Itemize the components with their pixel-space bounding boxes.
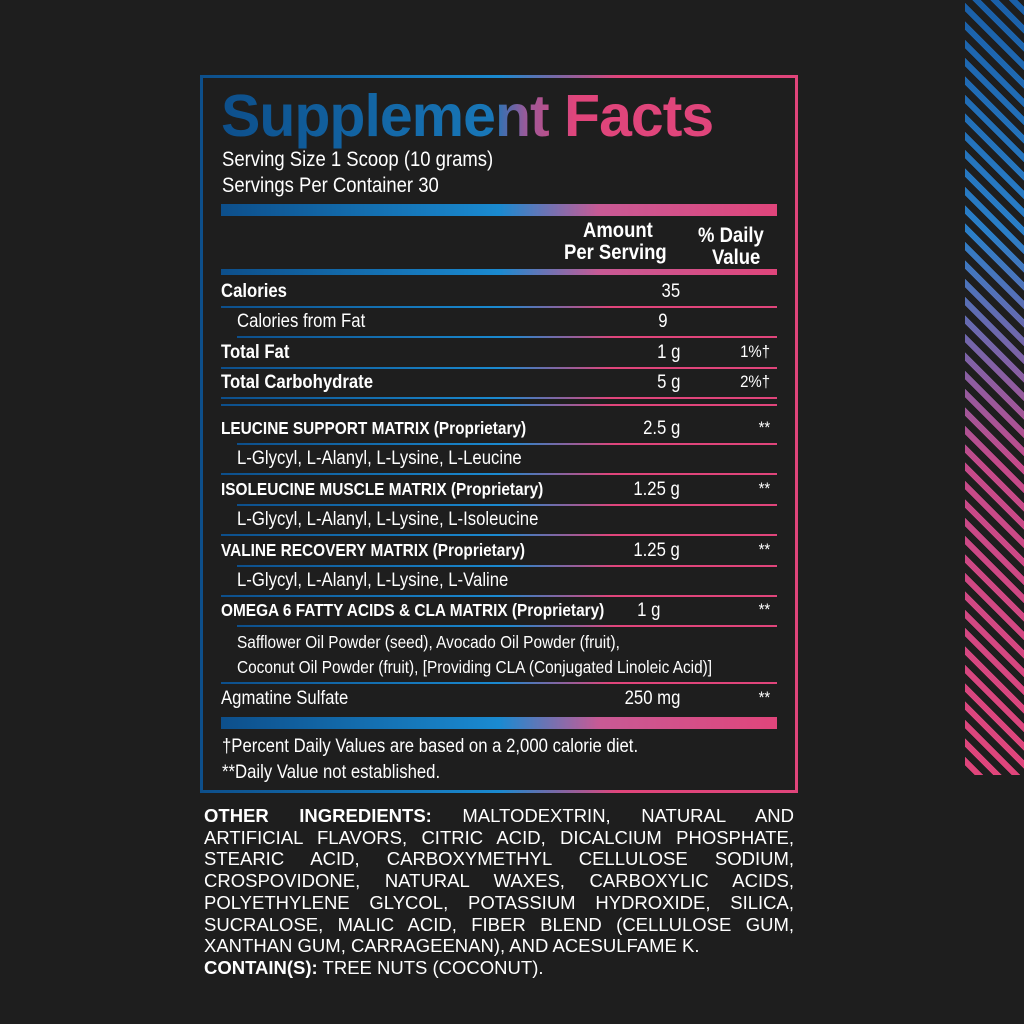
row-divider — [237, 504, 777, 506]
row-daily-value: ** — [758, 600, 770, 619]
row-name: Agmatine Sulfate — [221, 688, 349, 709]
footnote: **Daily Value not established. — [222, 762, 441, 783]
row-divider — [221, 404, 777, 406]
row-amount: 1.25 g — [633, 479, 680, 500]
row-divider — [237, 565, 777, 567]
row-divider — [237, 336, 777, 338]
row-name: Calories — [221, 281, 287, 302]
row-daily-value: 2%† — [740, 372, 770, 391]
panel-title: Supplement Facts — [221, 83, 714, 149]
row-amount: 5 g — [656, 372, 680, 393]
row-name: Calories from Fat — [237, 311, 366, 332]
row-name: LEUCINE SUPPORT MATRIX (Proprietary) — [221, 418, 527, 438]
supplement-facts-panel — [200, 75, 798, 793]
row-daily-value: ** — [758, 540, 770, 559]
other-ingredients: OTHER INGREDIENTS: MALTODEXTRIN, NATURAL… — [204, 805, 794, 979]
row-sub-ingredients: Safflower Oil Powder (seed), Avocado Oil… — [237, 632, 620, 652]
decorative-stripes — [965, 0, 1024, 775]
row-amount: 9 — [658, 311, 668, 332]
dv-header: % Daily — [698, 224, 764, 247]
row-amount: 2.5 g — [642, 418, 680, 439]
row-daily-value: ** — [758, 479, 770, 498]
row-sub-ingredients: L-Glycyl, L-Alanyl, L-Lysine, L-Leucine — [237, 448, 522, 469]
footnote: †Percent Daily Values are based on a 2,0… — [222, 736, 639, 757]
row-amount: 1 g — [636, 600, 660, 621]
row-name: OMEGA 6 FATTY ACIDS & CLA MATRIX (Propri… — [221, 600, 605, 620]
serving-size: Serving Size 1 Scoop (10 grams) — [222, 148, 494, 171]
row-name: VALINE RECOVERY MATRIX (Proprietary) — [221, 540, 526, 560]
row-sub-ingredients: L-Glycyl, L-Alanyl, L-Lysine, L-Valine — [237, 570, 509, 591]
row-divider — [221, 306, 777, 308]
other-ingredients-text: MALTODEXTRIN, NATURAL AND ARTIFICIAL FLA… — [204, 805, 795, 957]
row-amount: 35 — [661, 281, 680, 302]
row-sub-ingredients: Coconut Oil Powder (fruit), [Providing C… — [237, 657, 713, 677]
row-sub-ingredients: L-Glycyl, L-Alanyl, L-Lysine, L-Isoleuci… — [237, 509, 539, 530]
row-daily-value: ** — [758, 418, 770, 437]
dv-header-2: Value — [712, 246, 761, 269]
contains-label: CONTAIN(S): — [204, 956, 318, 978]
row-name: ISOLEUCINE MUSCLE MATRIX (Proprietary) — [221, 479, 544, 499]
row-divider — [221, 473, 777, 475]
amount-header: Amount — [583, 219, 653, 242]
row-name: Total Fat — [221, 342, 290, 363]
divider-bar — [221, 717, 777, 729]
row-divider — [237, 625, 777, 627]
row-divider — [221, 595, 777, 597]
row-divider — [221, 534, 777, 536]
row-amount: 250 mg — [624, 688, 680, 709]
divider-bar — [221, 204, 777, 216]
row-daily-value: 1%† — [740, 342, 770, 361]
row-name: Total Carbohydrate — [221, 372, 374, 393]
divider-bar — [221, 269, 777, 275]
row-daily-value: ** — [758, 688, 770, 707]
contains-text: TREE NUTS (COCONUT). — [317, 956, 544, 978]
row-amount: 1 g — [656, 342, 680, 363]
row-divider — [237, 443, 777, 445]
row-divider — [221, 397, 777, 399]
servings-per-container: Servings Per Container 30 — [222, 174, 439, 197]
other-ingredients-label: OTHER INGREDIENTS: — [204, 805, 432, 826]
row-amount: 1.25 g — [633, 540, 680, 561]
row-divider — [221, 682, 777, 684]
amount-header-2: Per Serving — [564, 241, 667, 264]
row-divider — [221, 367, 777, 369]
